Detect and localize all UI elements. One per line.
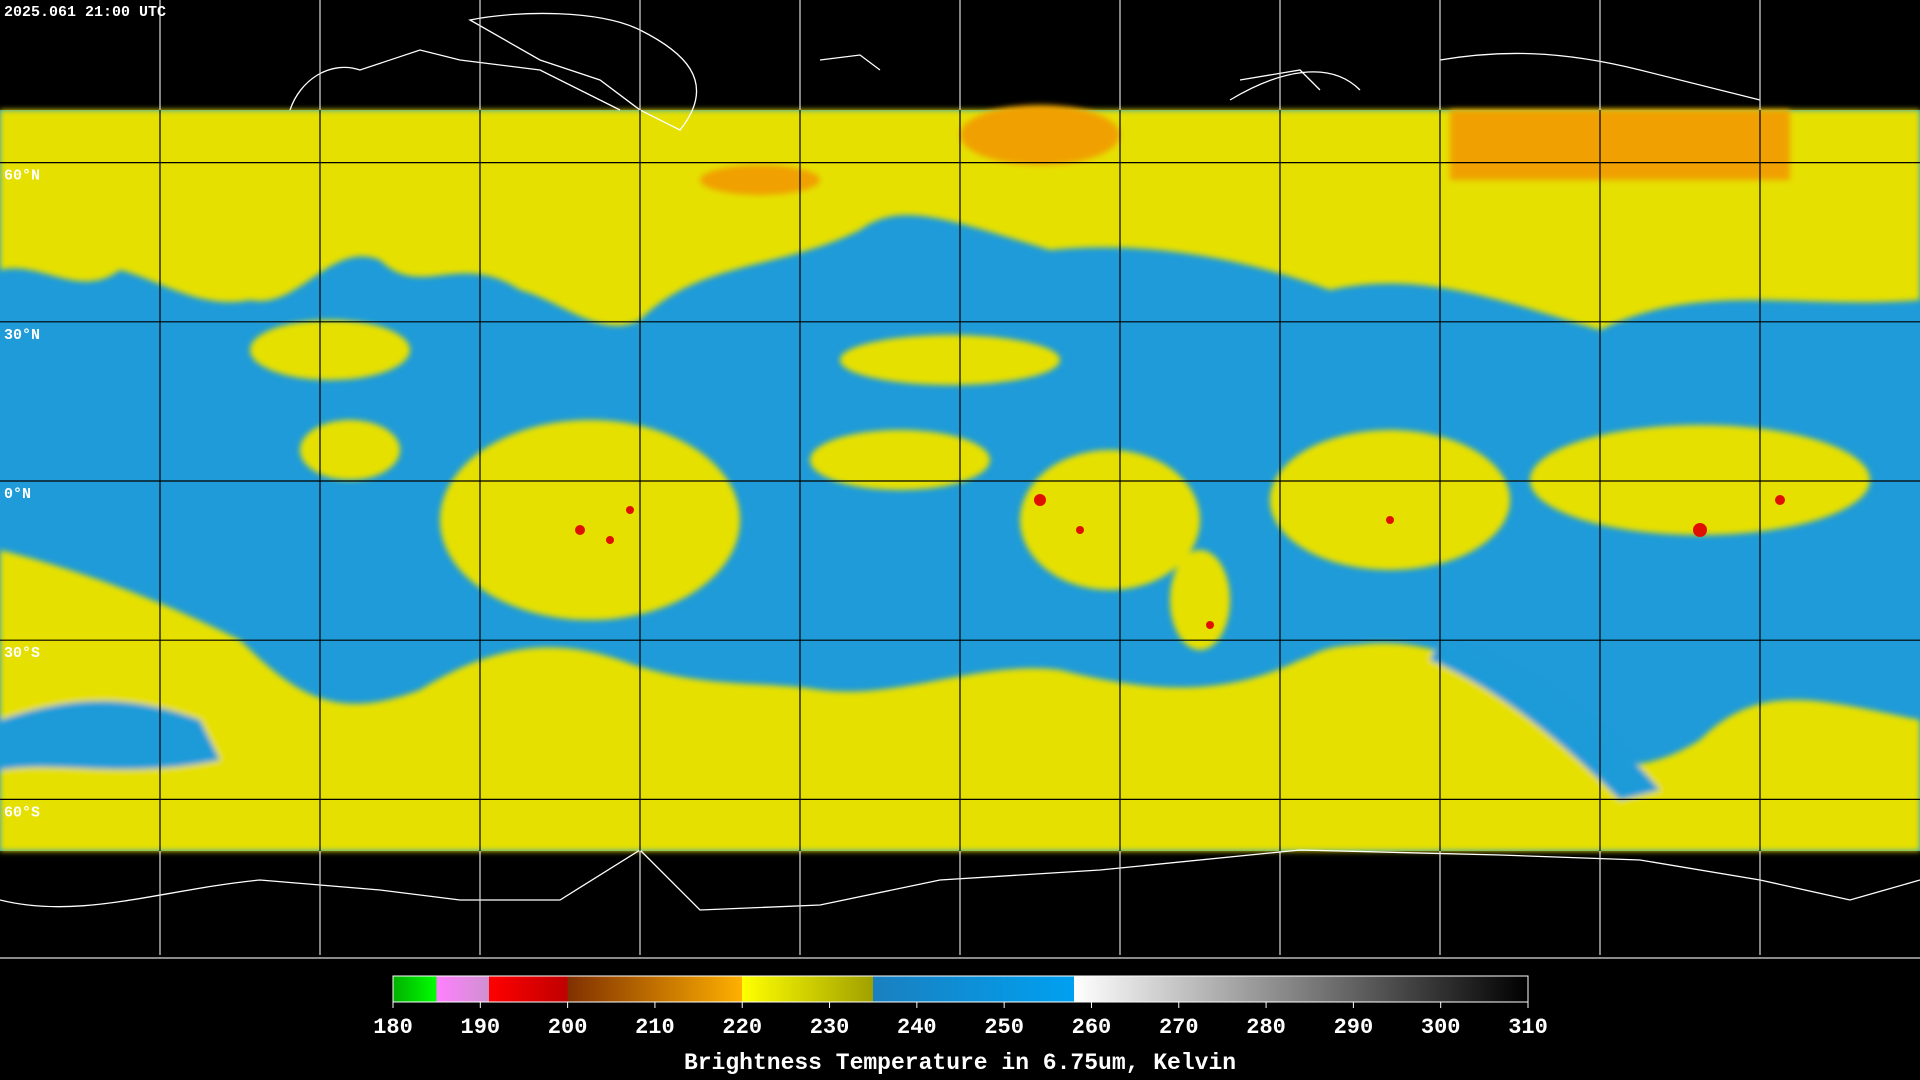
cold-tops [700, 105, 1790, 195]
colorbar-tick-label: 260 [1072, 1015, 1112, 1040]
colorbar-tick-label: 190 [461, 1015, 501, 1040]
colorbar-ticks: 180 190 200 210 220 230 240 250 260 270 280 290 300 3… [373, 1002, 1548, 1040]
latitude-labels: 60°N 30°N 0°N 30°S 60°S [4, 168, 40, 822]
colorbar [392, 975, 1529, 1003]
colorbar-tick-label: 300 [1421, 1015, 1461, 1040]
colorbar-tick-label: 210 [635, 1015, 675, 1040]
latitude-label: 30°S [4, 645, 40, 662]
colorbar-tick-label: 230 [810, 1015, 850, 1040]
coastlines [0, 12, 1920, 911]
colorbar-tick-label: 250 [984, 1015, 1024, 1040]
latitude-label: 60°N [4, 168, 40, 185]
latitude-label: 0°N [4, 486, 31, 503]
latitude-label: 30°N [4, 327, 40, 344]
timestamp: 2025.061 21:00 UTC [4, 4, 166, 21]
graticule [0, 0, 1920, 959]
convective-cores [575, 494, 1785, 629]
latitude-label: 60°S [4, 804, 40, 821]
colorbar-tick-label: 310 [1508, 1015, 1548, 1040]
colorbar-tick-label: 290 [1334, 1015, 1374, 1040]
colorbar-tick-label: 200 [548, 1015, 588, 1040]
colorbar-tick-label: 180 [373, 1015, 413, 1040]
colorbar-tick-label: 270 [1159, 1015, 1199, 1040]
colorbar-tick-label: 220 [722, 1015, 762, 1040]
colorbar-tick-label: 240 [897, 1015, 937, 1040]
colorbar-tick-label: 280 [1246, 1015, 1286, 1040]
colorbar-title: Brightness Temperature in 6.75um, Kelvin [684, 1050, 1236, 1076]
